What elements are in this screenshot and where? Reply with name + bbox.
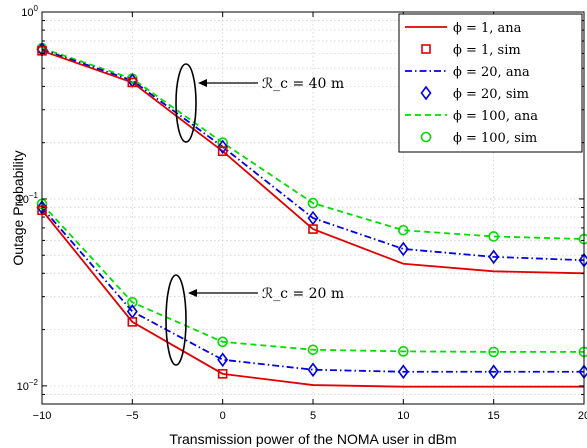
y-axis-label: Outage Probability: [10, 150, 26, 265]
data-point: [127, 317, 138, 327]
y-tick-label: 100: [21, 4, 38, 19]
legend-label: ϕ = 20, sim: [453, 87, 529, 102]
legend-label: ϕ = 20, ana: [453, 65, 530, 80]
series-line: [41, 206, 584, 373]
x-tick-label: −5: [126, 410, 139, 422]
x-tick-label: −10: [33, 410, 52, 422]
legend-entry: ϕ = 20, sim: [420, 85, 529, 102]
annotations: ℛ_c = 40 m ℛ_c = 20 m: [165, 63, 344, 366]
legend-marker-sample: [421, 44, 431, 54]
annotation-text: ℛ_c = 40 m: [262, 76, 344, 92]
data-point: [217, 146, 228, 157]
annotation-ellipse: [165, 274, 187, 366]
y-tick-label: 10−2: [17, 378, 39, 393]
x-tick-label: 15: [488, 410, 500, 422]
data-point: [217, 139, 229, 155]
data-point: [488, 231, 499, 242]
data-point: [307, 197, 319, 209]
legend-marker-sample: [420, 131, 432, 143]
series-line: [41, 48, 585, 262]
legend-marker-sample: [420, 85, 432, 101]
legend-entry: ϕ = 100, ana: [405, 109, 538, 124]
data-point: [488, 346, 499, 358]
annotation-arrowhead: [198, 79, 207, 87]
y-tick-label: 10−1: [17, 191, 39, 206]
annotation-0: ℛ_c = 40 m: [175, 63, 344, 143]
x-tick-label: 5: [310, 410, 316, 422]
annotation-1: ℛ_c = 20 m: [165, 274, 344, 366]
data-point: [398, 346, 409, 357]
annotation-arrowhead: [188, 289, 197, 297]
legend-label: ϕ = 1, ana: [453, 21, 522, 36]
data-point: [217, 352, 229, 368]
x-tick-label: 0: [220, 410, 226, 422]
annotation-ellipse: [175, 63, 197, 143]
data-point: [307, 344, 319, 356]
legend-entry: ϕ = 20, ana: [405, 65, 530, 80]
series-1: [37, 46, 318, 379]
series-line: [41, 209, 584, 388]
data-point: [217, 369, 228, 379]
x-tick-label: 10: [397, 410, 409, 422]
data-point: [488, 249, 500, 265]
data-point: [578, 233, 587, 245]
data-point: [488, 364, 500, 380]
annotation-text: ℛ_c = 20 m: [262, 286, 344, 302]
data-point: [398, 224, 409, 236]
x-axis-label: Transmission power of the NOMA user in d…: [169, 431, 456, 447]
data-point: [217, 336, 228, 348]
legend-label: ϕ = 1, sim: [453, 43, 521, 58]
series-line: [41, 203, 584, 353]
data-point: [307, 210, 319, 226]
legend-entry: ϕ = 1, sim: [421, 43, 521, 58]
legend-label: ϕ = 100, ana: [453, 109, 538, 124]
data-point: [127, 77, 138, 88]
data-point: [307, 362, 319, 378]
legend-label: ϕ = 100, sim: [453, 131, 537, 146]
data-point: [397, 241, 409, 257]
x-tick-label: 20: [578, 410, 587, 422]
legend-entry: ϕ = 1, ana: [405, 21, 522, 36]
data-point: [308, 224, 318, 234]
data-point: [397, 364, 409, 380]
legend: ϕ = 1, ana ϕ = 1, sim ϕ = 20, ana ϕ = 20, s…: [398, 13, 583, 153]
legend-entry: ϕ = 100, sim: [420, 131, 537, 146]
series-2: [41, 48, 585, 373]
legend-box: [398, 13, 583, 153]
